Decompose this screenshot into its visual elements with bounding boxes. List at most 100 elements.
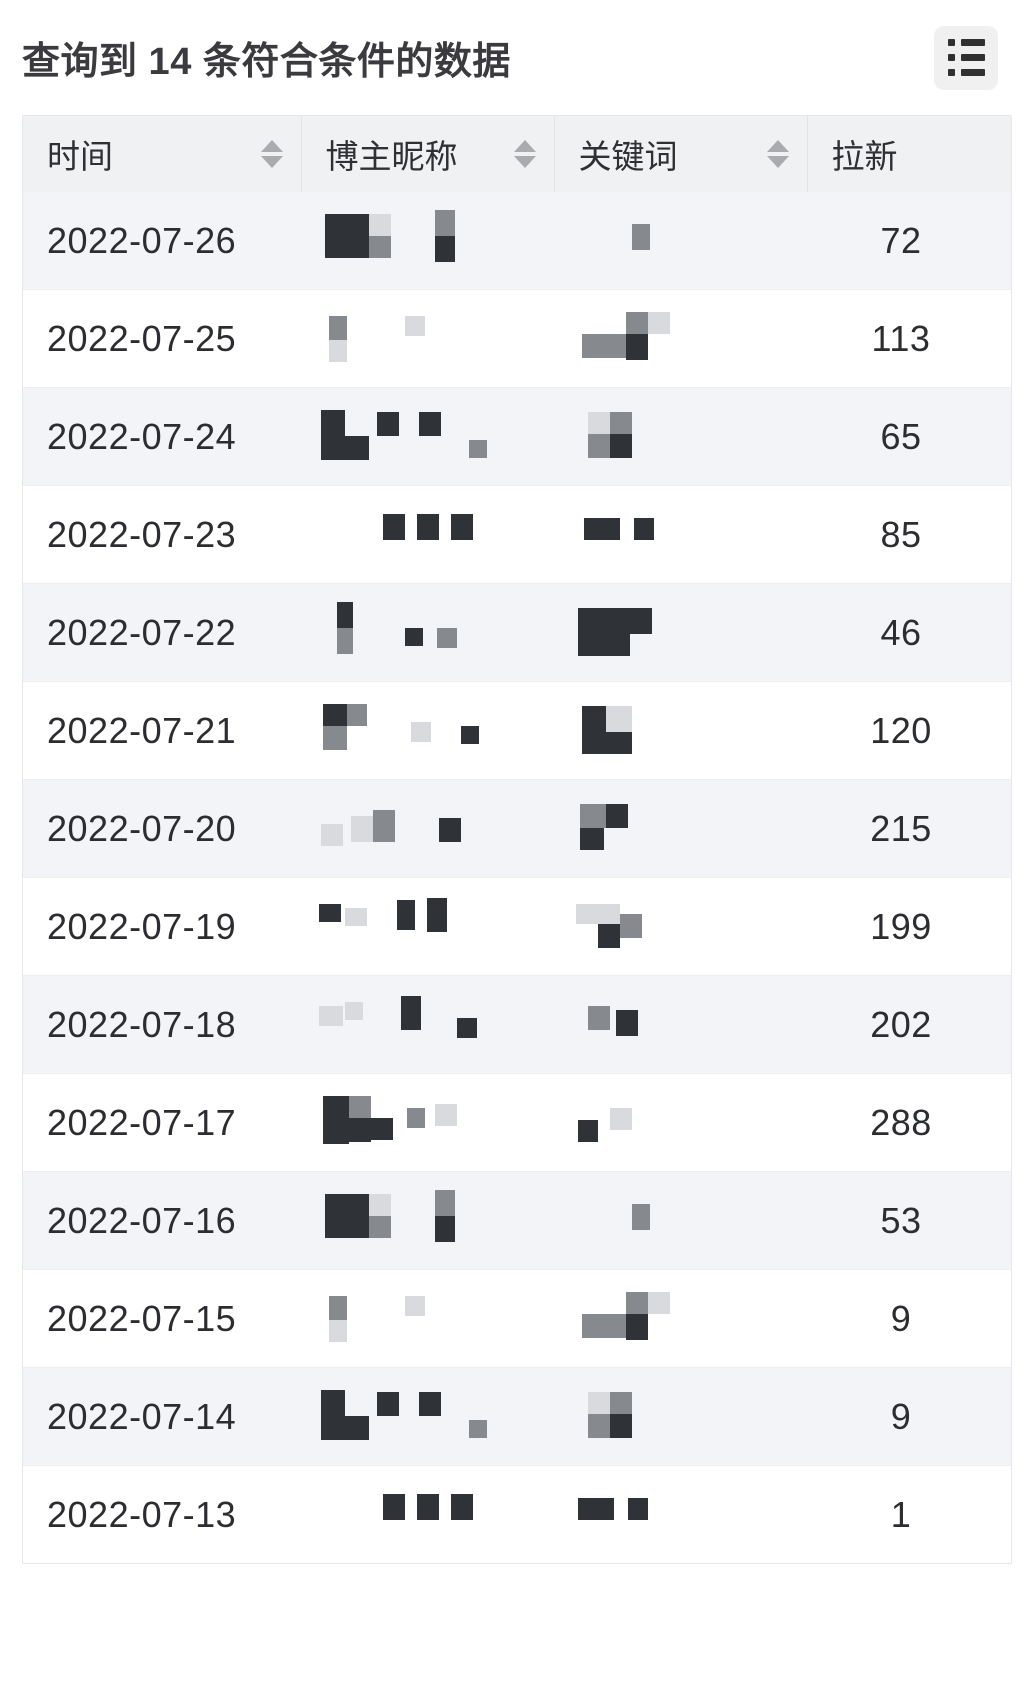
table-row[interactable]: 2022-07-15 9 — [23, 1269, 1011, 1368]
redaction-block — [337, 628, 353, 654]
sort-arrows-icon[interactable] — [260, 140, 283, 168]
redaction-block — [610, 1108, 632, 1130]
cell-keyword-redacted — [554, 1171, 807, 1270]
list-bar-icon — [960, 69, 985, 76]
redaction-block — [457, 1018, 477, 1038]
redaction-block — [369, 1194, 391, 1216]
column-header-newusers[interactable]: 拉新 — [807, 116, 1011, 192]
redacted-keyword — [554, 1270, 807, 1367]
redaction-block — [578, 608, 630, 634]
redacted-blogger-name — [301, 584, 554, 681]
redaction-block — [417, 514, 439, 540]
cell-blogger-redacted — [301, 583, 554, 682]
table-row[interactable]: 2022-07-24 65 — [23, 387, 1011, 486]
redaction-block — [419, 412, 441, 436]
cell-newusers: 72 — [807, 192, 1011, 290]
redaction-block — [648, 312, 670, 334]
cell-blogger-redacted — [301, 1367, 554, 1466]
redaction-block — [325, 1194, 347, 1216]
redaction-block — [616, 1010, 638, 1036]
table-row[interactable]: 2022-07-25 113 — [23, 289, 1011, 388]
column-header-blogger[interactable]: 博主昵称 — [301, 116, 555, 192]
table-row[interactable]: 2022-07-26 72 — [23, 192, 1011, 290]
column-header-keyword-label: 关键词 — [578, 138, 678, 175]
cell-newusers: 53 — [807, 1171, 1011, 1270]
redaction-block — [626, 1314, 648, 1340]
redaction-block — [588, 1414, 610, 1438]
redaction-block — [349, 1118, 371, 1142]
redaction-block — [584, 518, 620, 540]
sort-descending-icon — [260, 156, 283, 168]
redaction-block — [582, 334, 626, 358]
redaction-block — [598, 904, 620, 924]
redacted-blogger-name — [301, 192, 554, 289]
table-row[interactable]: 2022-07-23 85 — [23, 485, 1011, 584]
cell-blogger-redacted — [301, 779, 554, 878]
table-row[interactable]: 2022-07-18 202 — [23, 975, 1011, 1074]
table-row[interactable]: 2022-07-13 1 — [23, 1465, 1011, 1563]
redaction-block — [598, 924, 620, 948]
cell-keyword-redacted — [554, 1269, 807, 1368]
redacted-blogger-name — [301, 1172, 554, 1269]
redacted-blogger-name — [301, 388, 554, 485]
redaction-block — [345, 1416, 369, 1440]
redaction-block — [351, 816, 373, 842]
redaction-block — [347, 1216, 369, 1238]
table-row[interactable]: 2022-07-22 46 — [23, 583, 1011, 682]
redaction-block — [345, 908, 367, 926]
list-bar-icon — [960, 39, 985, 46]
cell-keyword-redacted — [554, 192, 807, 290]
cell-newusers: 65 — [807, 387, 1011, 486]
cell-keyword-redacted — [554, 975, 807, 1074]
cell-keyword-redacted — [554, 387, 807, 486]
redaction-block — [632, 224, 650, 250]
cell-newusers: 288 — [807, 1073, 1011, 1172]
list-icon-row — [947, 39, 985, 46]
redacted-keyword — [554, 1466, 807, 1563]
redaction-block — [417, 1494, 439, 1520]
redaction-block — [345, 1002, 363, 1020]
cell-date: 2022-07-16 — [23, 1171, 301, 1270]
redaction-block — [610, 1414, 632, 1438]
redaction-block — [419, 1392, 441, 1416]
redaction-block — [451, 514, 473, 540]
redaction-block — [469, 440, 487, 458]
table-row[interactable]: 2022-07-14 9 — [23, 1367, 1011, 1466]
cell-blogger-redacted — [301, 289, 554, 388]
table-row[interactable]: 2022-07-19 199 — [23, 877, 1011, 976]
sort-arrows-icon[interactable] — [766, 140, 789, 168]
redaction-block — [405, 316, 425, 336]
redaction-block — [588, 1392, 610, 1414]
sort-arrows-icon[interactable] — [513, 140, 536, 168]
redaction-block — [626, 1292, 648, 1314]
redacted-blogger-name — [301, 486, 554, 583]
redacted-keyword — [554, 1172, 807, 1269]
table-row[interactable]: 2022-07-20 215 — [23, 779, 1011, 878]
cell-blogger-redacted — [301, 387, 554, 486]
redaction-block — [435, 1190, 455, 1216]
table-row[interactable]: 2022-07-17 288 — [23, 1073, 1011, 1172]
cell-date: 2022-07-18 — [23, 975, 301, 1074]
cell-blogger-redacted — [301, 485, 554, 584]
redaction-block — [405, 628, 423, 646]
table-header-row: 时间 博主昵称 — [23, 116, 1011, 192]
list-view-icon[interactable] — [934, 25, 998, 90]
cell-newusers: 199 — [807, 877, 1011, 976]
redaction-block — [323, 1120, 349, 1144]
table-row[interactable]: 2022-07-21 120 — [23, 681, 1011, 780]
redacted-keyword — [554, 486, 807, 583]
redaction-block — [634, 518, 654, 540]
cell-blogger-redacted — [301, 877, 554, 976]
redaction-block — [369, 214, 391, 236]
redaction-block — [626, 312, 648, 334]
column-header-date[interactable]: 时间 — [23, 116, 302, 192]
cell-date: 2022-07-20 — [23, 779, 301, 878]
column-header-keyword[interactable]: 关键词 — [554, 116, 808, 192]
redacted-blogger-name — [301, 1466, 554, 1563]
cell-newusers: 46 — [807, 583, 1011, 682]
redaction-block — [347, 704, 367, 726]
column-header-date-label: 时间 — [47, 138, 113, 175]
redaction-block — [323, 726, 347, 750]
redaction-block — [325, 236, 347, 258]
table-row[interactable]: 2022-07-16 53 — [23, 1171, 1011, 1270]
